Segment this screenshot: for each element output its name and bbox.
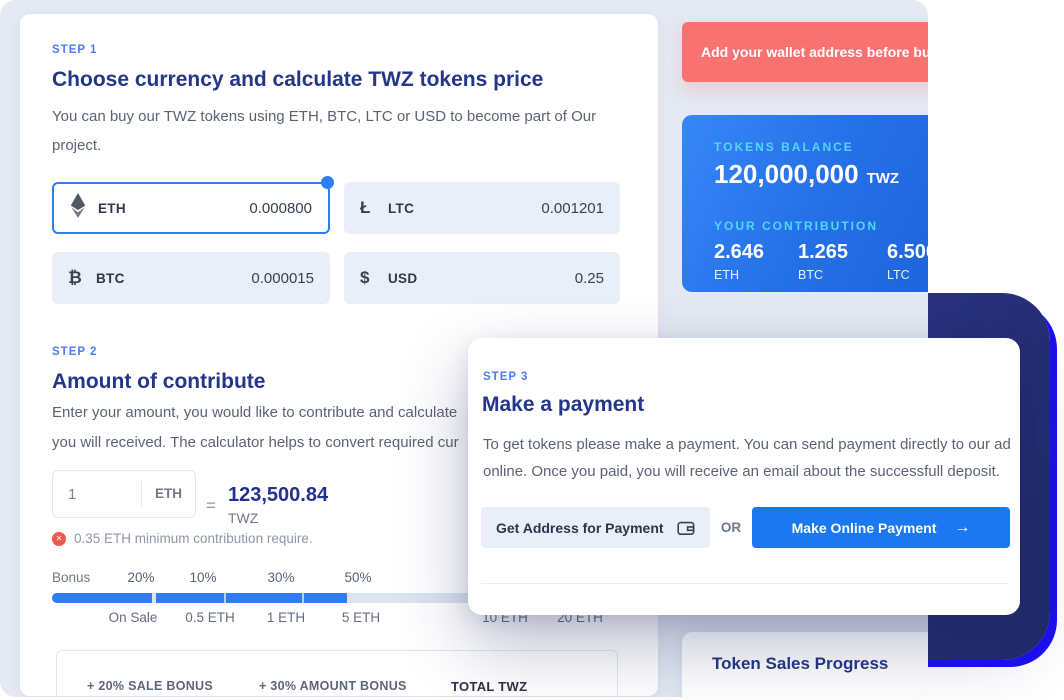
currency-option-ltc[interactable]: Ł LTC 0.001201 (344, 182, 620, 234)
equals-sign: = (206, 496, 216, 515)
arrow-right-icon: → (954, 518, 971, 536)
scale-label: On Sale (108, 610, 158, 625)
contribution-value: 2.646 (714, 241, 765, 263)
bonus-summary-box: + 20% SALE BONUS + 30% AMOUNT BONUS TOTA… (56, 650, 618, 696)
currency-rate: 0.000015 (251, 269, 314, 287)
contribution-eth: 2.646 ETH (714, 241, 764, 282)
bonus-percent: 30% (267, 570, 295, 585)
token-sales-title: Token Sales Progress (712, 654, 889, 673)
scale-label: 0.5 ETH (185, 610, 235, 625)
ltc-icon: Ł (360, 198, 371, 217)
bonus-label: Bonus (52, 570, 91, 585)
step2-description-line2: you will received. The calculator helps … (52, 434, 459, 451)
your-contribution-label: YOUR CONTRIBUTION (714, 219, 878, 233)
bonus-progress-fill-sale (52, 593, 152, 603)
bonus-progress-track (52, 593, 620, 603)
bonus-percent: 10% (189, 570, 217, 585)
amount-input-group[interactable]: ETH (52, 470, 196, 518)
step3-title: Make a payment (482, 393, 645, 416)
token-sales-card: Token Sales Progress (682, 632, 928, 697)
make-online-payment-label: Make Online Payment (791, 519, 937, 536)
step3-description-line1: To get tokens please make a payment. You… (483, 436, 1011, 453)
get-address-button-label: Get Address for Payment (496, 519, 664, 536)
currency-code: USD (388, 270, 418, 286)
selected-dot (321, 176, 334, 189)
amount-bonus-item: + 30% AMOUNT BONUS (259, 679, 407, 693)
get-address-button[interactable]: Get Address for Payment (481, 507, 710, 548)
bonus-progress-fill-amount (156, 593, 347, 603)
bonus-percent: 50% (344, 570, 372, 585)
bonus-percent: 20% (127, 570, 155, 585)
step3-label: STEP 3 (483, 371, 529, 383)
result-value: 123,500.84 (228, 484, 329, 506)
contribution-value: 6.500 (887, 241, 928, 263)
or-separator: OR (720, 520, 742, 535)
btc-icon: ₿ (68, 268, 82, 287)
step2-description-line1: Enter your amount, you would like to con… (52, 404, 458, 421)
step2-label: STEP 2 (52, 346, 98, 358)
currency-code: BTC (96, 270, 125, 286)
sale-bonus-item: + 20% SALE BONUS (87, 679, 214, 693)
make-online-payment-button[interactable]: Make Online Payment → (752, 507, 1010, 548)
tokens-balance-label: TOKENS BALANCE (714, 140, 854, 154)
currency-rate: 0.000800 (249, 199, 312, 217)
wallet-icon (677, 520, 695, 536)
error-icon: ✕ (52, 531, 66, 546)
currency-rate: 0.25 (574, 269, 604, 287)
contribution-unit: LTC (887, 268, 910, 282)
contribution-unit: ETH (714, 268, 739, 282)
contribution-btc: 1.265 BTC (798, 241, 848, 282)
currency-option-usd[interactable]: $ USD 0.25 (344, 252, 620, 304)
step1-label: STEP 1 (52, 44, 98, 56)
currency-code: ETH (98, 200, 126, 216)
eth-icon (70, 193, 94, 223)
minimum-contribution-error: ✕ 0.35 ETH minimum contribution require. (52, 531, 313, 546)
currency-rate: 0.001201 (541, 199, 604, 217)
wallet-address-alert: Add your wallet address before buy (682, 22, 928, 82)
contribution-value: 1.265 (798, 241, 849, 263)
currency-code: LTC (388, 200, 415, 216)
usd-icon: $ (360, 268, 370, 287)
scale-label: 1 ETH (266, 610, 306, 625)
tokens-balance-card: TOKENS BALANCE 120,000,000 TWZ YOUR CONT… (682, 115, 928, 292)
balance-value: 120,000,000 (714, 159, 859, 189)
step2-title: Amount of contribute (52, 370, 266, 393)
currency-option-btc[interactable]: ₿ BTC 0.000015 (52, 252, 330, 304)
contribution-unit: BTC (798, 268, 823, 282)
step1-description-line2: project. (52, 137, 102, 154)
balance-unit: TWZ (866, 170, 900, 187)
step1-description-line1: You can buy our TWZ tokens using ETH, BT… (52, 108, 597, 125)
error-message: 0.35 ETH minimum contribution require. (74, 531, 313, 546)
step3-description-line2: online. Once you paid, you will receive … (483, 463, 1000, 480)
amount-unit-label: ETH (141, 481, 195, 507)
segment-divider (224, 593, 226, 603)
contribution-ltc: 6.500 LTC (887, 241, 928, 282)
payment-card: STEP 3 Make a payment To get tokens plea… (468, 338, 1020, 615)
amount-input[interactable] (53, 485, 141, 503)
total-twz-item: TOTAL TWZ (451, 679, 528, 694)
currency-option-eth[interactable]: ETH 0.000800 (52, 176, 334, 234)
result-unit: TWZ (228, 510, 259, 526)
tokens-balance-value-row: 120,000,000 TWZ (714, 159, 899, 190)
divider (481, 583, 1008, 584)
step1-title: Choose currency and calculate TWZ tokens… (52, 68, 544, 91)
segment-divider (302, 593, 304, 603)
scale-label: 5 ETH (341, 610, 381, 625)
